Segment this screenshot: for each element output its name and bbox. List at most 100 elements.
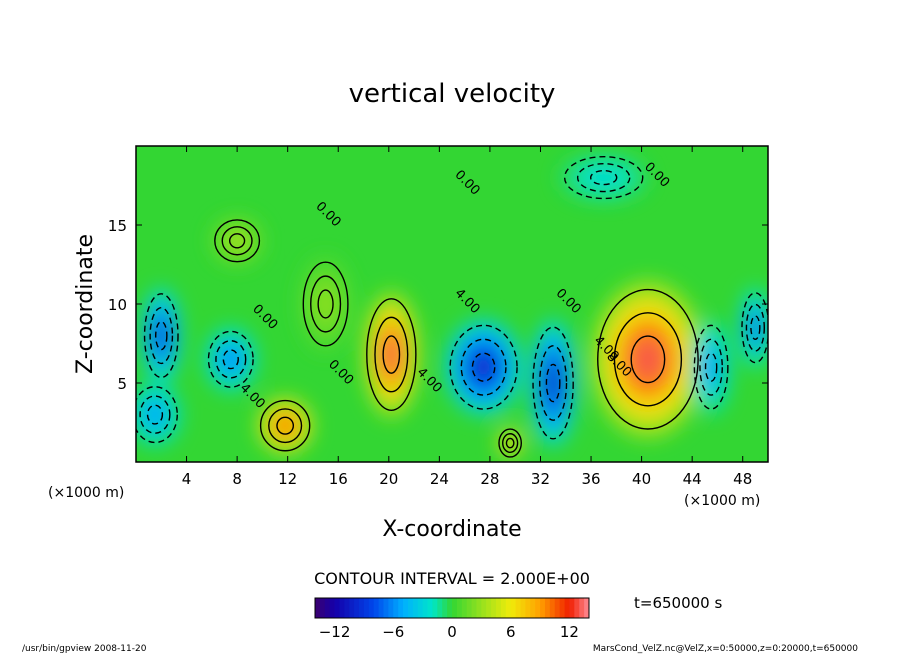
contour-line bbox=[563, 155, 644, 200]
colorbar-tick-label: −6 bbox=[382, 623, 404, 641]
contour-line bbox=[259, 399, 311, 452]
colorbar-swatch bbox=[398, 598, 404, 618]
colorbar-swatch bbox=[540, 598, 546, 618]
colorbar-swatch bbox=[491, 598, 497, 618]
colorbar-swatch bbox=[359, 598, 365, 618]
colorbar-swatch bbox=[339, 598, 345, 618]
colorbar-swatch bbox=[354, 598, 360, 618]
contour-line bbox=[576, 162, 631, 193]
colorbar-swatch bbox=[403, 598, 409, 618]
colorbar-swatch bbox=[525, 598, 531, 618]
colorbar-swatch bbox=[447, 598, 453, 618]
colorbar-swatch bbox=[329, 598, 335, 618]
colorbar-swatch bbox=[437, 598, 443, 618]
colorbar-swatch bbox=[407, 598, 414, 618]
colorbar-tick-label: 0 bbox=[447, 623, 457, 641]
colorbar-ticks: −12 −6 0 6 12 bbox=[319, 623, 579, 641]
heatmap-cell bbox=[706, 355, 716, 380]
x-tick-label: 12 bbox=[278, 470, 297, 488]
colorbar-swatch bbox=[554, 598, 561, 618]
contour-line bbox=[139, 395, 171, 434]
colorbar-swatch bbox=[569, 598, 575, 618]
y-tick-label: 5 bbox=[117, 375, 127, 393]
contour-line bbox=[143, 293, 179, 379]
contour-line bbox=[310, 275, 342, 333]
colorbar-swatch bbox=[515, 598, 521, 618]
contour-line bbox=[215, 340, 247, 379]
plot-area bbox=[136, 146, 768, 462]
contour-line bbox=[471, 352, 496, 382]
colorbar-swatch bbox=[388, 598, 394, 618]
heatmap-cell bbox=[156, 323, 167, 348]
contour-line bbox=[699, 338, 723, 396]
contour-line bbox=[597, 288, 699, 430]
contour-line bbox=[268, 408, 303, 444]
colorbar-swatch bbox=[500, 598, 507, 618]
x-unit-right: (×1000 m) bbox=[684, 493, 760, 509]
contour-line bbox=[228, 233, 246, 249]
heatmap-cells bbox=[136, 153, 768, 459]
contour-line bbox=[214, 219, 261, 263]
colorbar-swatch bbox=[559, 598, 565, 618]
colorbar-swatch bbox=[315, 598, 321, 618]
colorbar-swatch bbox=[579, 598, 585, 618]
colorbar-swatch bbox=[393, 598, 399, 618]
colorbar-tick-label: 12 bbox=[560, 623, 579, 641]
contour-line bbox=[149, 307, 174, 365]
footer-right: MarsCond_VelZ.nc@VelZ,x=0:50000,z=0:2000… bbox=[593, 644, 858, 654]
colorbar-swatch bbox=[471, 598, 477, 618]
colorbar-swatch bbox=[427, 598, 433, 618]
colorbar-swatch bbox=[574, 598, 580, 618]
y-tick-label: 10 bbox=[108, 296, 127, 314]
colorbar-tick-label: −12 bbox=[319, 623, 351, 641]
contour-line bbox=[146, 404, 164, 425]
contour-lines bbox=[136, 155, 768, 458]
contour-line bbox=[545, 363, 561, 403]
heatmap-cell bbox=[319, 292, 332, 316]
colorbar-frame bbox=[314, 597, 590, 619]
y-axis-label: Z-coordinate bbox=[73, 234, 98, 374]
colorbar-swatch bbox=[344, 598, 350, 618]
colorbar-swatch bbox=[383, 598, 389, 618]
colorbar-swatch bbox=[530, 598, 536, 618]
contour-line bbox=[532, 326, 574, 440]
contour-line bbox=[221, 226, 253, 256]
heatmap-cell bbox=[224, 351, 238, 368]
heatmap-cell bbox=[506, 439, 514, 447]
contour-line bbox=[498, 428, 522, 458]
contour-line bbox=[745, 303, 765, 352]
y-tick-label: 15 bbox=[108, 217, 127, 235]
contour-line bbox=[374, 316, 409, 393]
contour-line bbox=[502, 433, 519, 454]
colorbar-swatch bbox=[584, 598, 590, 618]
colorbar-swatch bbox=[481, 598, 487, 618]
x-tick-label: 8 bbox=[232, 470, 242, 488]
contour-line bbox=[704, 352, 718, 382]
contour-line bbox=[589, 169, 618, 186]
time-label: t=650000 s bbox=[634, 594, 722, 612]
colorbar-swatch bbox=[544, 598, 551, 618]
colorbar-swatch bbox=[456, 598, 463, 618]
colorbar-swatch bbox=[373, 598, 380, 618]
colorbar-swatch bbox=[363, 598, 370, 618]
colorbar-swatch bbox=[368, 598, 375, 618]
contour-line bbox=[630, 335, 666, 384]
contour-line bbox=[613, 312, 683, 407]
contour-line bbox=[505, 437, 515, 449]
colorbar-swatch bbox=[486, 598, 492, 618]
colorbar-swatch bbox=[549, 598, 556, 618]
heatmap-cell bbox=[278, 418, 293, 433]
x-tick-label: 40 bbox=[632, 470, 651, 488]
contour-line bbox=[222, 349, 239, 370]
colorbar-swatch bbox=[412, 598, 419, 618]
x-tick-label: 36 bbox=[581, 470, 600, 488]
colorbar-swatch bbox=[505, 598, 512, 618]
y-axis-ticks: 5 10 15 bbox=[108, 217, 768, 393]
x-unit-left: (×1000 m) bbox=[48, 485, 124, 501]
contour-line bbox=[382, 335, 401, 374]
contour-line bbox=[207, 330, 254, 388]
x-tick-label: 24 bbox=[430, 470, 449, 488]
heatmap-cell bbox=[751, 317, 760, 338]
x-tick-label: 48 bbox=[733, 470, 752, 488]
